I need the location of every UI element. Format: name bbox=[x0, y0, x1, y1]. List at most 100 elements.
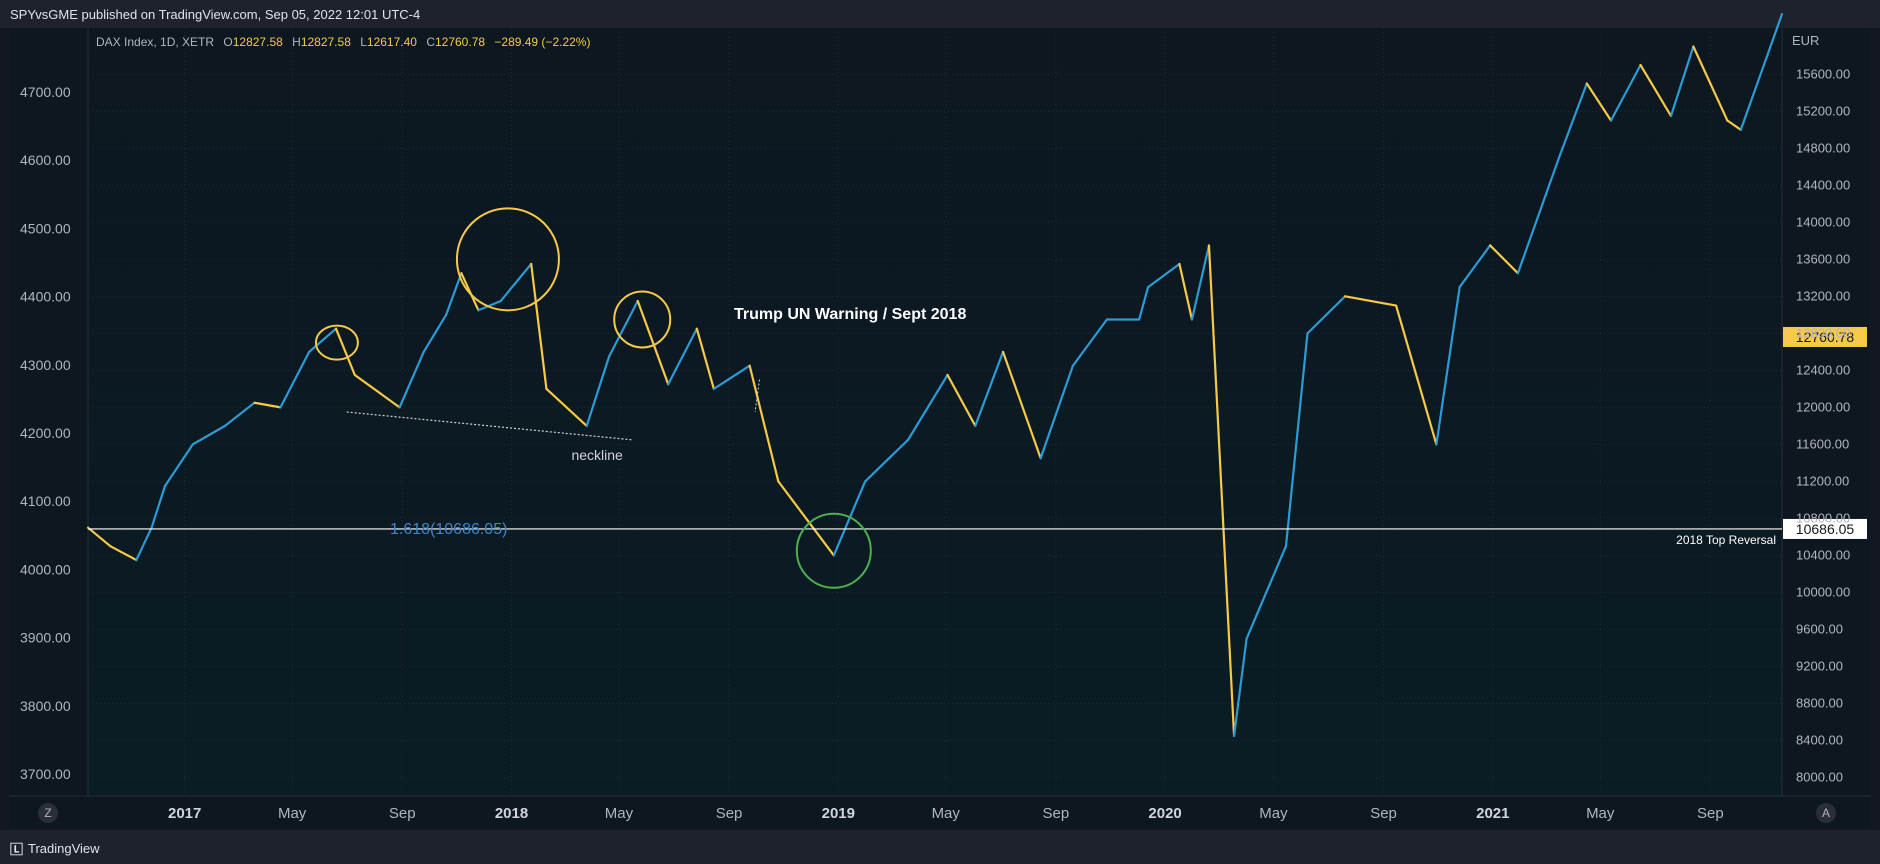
yellow-circle bbox=[314, 324, 359, 361]
right-axis-tick: 10800.00 bbox=[1796, 510, 1850, 525]
ohlc-legend: DAX Index, 1D, XETR O12827.58 H12827.58 … bbox=[96, 35, 590, 49]
x-axis-tick: May bbox=[605, 805, 634, 822]
neckline-label: neckline bbox=[571, 447, 623, 463]
price-segment bbox=[1071, 318, 1109, 367]
x-axis-tick: Sep bbox=[1043, 805, 1070, 822]
price-segment bbox=[530, 262, 548, 390]
price-segment bbox=[163, 443, 194, 488]
level-price-label: 10686.05 bbox=[1796, 521, 1855, 537]
x-axis-tick: 2017 bbox=[168, 805, 201, 822]
right-axis-tick: 8000.00 bbox=[1796, 769, 1843, 784]
price-segment bbox=[1001, 350, 1042, 460]
right-axis-tick: 10400.00 bbox=[1796, 547, 1850, 562]
price-segment bbox=[907, 373, 949, 441]
publisher-bar: SPYvsGME published on TradingView.com, S… bbox=[0, 0, 1880, 28]
price-segment bbox=[1146, 262, 1181, 289]
right-axis-tick: 12800.00 bbox=[1796, 325, 1850, 340]
legend-high: 12827.58 bbox=[300, 35, 351, 49]
right-axis-tick: 15200.00 bbox=[1796, 103, 1850, 118]
right-axis-tick: 12000.00 bbox=[1796, 399, 1850, 414]
right-axis-area bbox=[1782, 28, 1870, 796]
legend-low: 12617.40 bbox=[366, 35, 417, 49]
price-segment bbox=[1178, 262, 1194, 321]
price-segment bbox=[86, 526, 112, 548]
left-axis-tick: 4700.00 bbox=[20, 84, 71, 100]
right-axis-tick: 9600.00 bbox=[1796, 621, 1843, 636]
trump-annotation: Trump UN Warning / Sept 2018 bbox=[734, 306, 966, 323]
price-segment bbox=[223, 401, 256, 427]
price-segment bbox=[667, 327, 698, 386]
price-segment bbox=[1458, 244, 1492, 289]
right-axis-tick: 13200.00 bbox=[1796, 288, 1850, 303]
price-segment bbox=[946, 373, 977, 427]
price-segment bbox=[1726, 119, 1742, 131]
x-axis-tick: Sep bbox=[1370, 805, 1397, 822]
right-axis-tick: 15600.00 bbox=[1796, 66, 1850, 81]
price-segment bbox=[1609, 63, 1642, 122]
price-segment bbox=[1516, 156, 1561, 275]
price-segment bbox=[422, 313, 448, 353]
last-price-label: 12760.78 bbox=[1796, 329, 1855, 345]
price-segment bbox=[1639, 63, 1673, 118]
price-segment bbox=[1585, 82, 1613, 122]
x-axis-tick: May bbox=[1586, 805, 1615, 822]
x-axis-tick: 2019 bbox=[822, 805, 855, 822]
price-segment bbox=[1039, 364, 1074, 460]
legend-open: 12827.58 bbox=[232, 35, 283, 49]
price-segment bbox=[545, 387, 588, 427]
currency-label: EUR bbox=[1792, 33, 1819, 48]
right-axis-tick: 10000.00 bbox=[1796, 584, 1850, 599]
left-scale-button[interactable]: Z bbox=[38, 803, 58, 823]
price-segment bbox=[253, 401, 282, 409]
price-segment bbox=[974, 350, 1005, 427]
price-segment bbox=[1739, 13, 1784, 131]
tradingview-brand[interactable]: 🄻 TradingView bbox=[10, 839, 100, 858]
left-axis-tick: 3800.00 bbox=[20, 698, 71, 714]
price-segment bbox=[353, 373, 401, 409]
price-segment bbox=[1557, 82, 1588, 159]
price-segment bbox=[832, 480, 867, 557]
price-segment bbox=[1489, 244, 1519, 275]
left-axis-tick: 4100.00 bbox=[20, 493, 71, 509]
left-axis-tick: 4600.00 bbox=[20, 152, 71, 168]
right-axis-tick: 14400.00 bbox=[1796, 177, 1850, 192]
yellow-circle bbox=[613, 290, 672, 349]
level-price-marker bbox=[1783, 518, 1867, 539]
price-segment bbox=[607, 299, 639, 358]
price-segment bbox=[1435, 285, 1461, 446]
price-segment bbox=[150, 484, 167, 529]
drawings: 1.618(10686.05) 2018 Top Reversal 10686.05… bbox=[88, 207, 1867, 589]
x-axis-tick: 2021 bbox=[1476, 805, 1509, 822]
right-axis-tick: 14000.00 bbox=[1796, 214, 1850, 229]
auto-scale-button[interactable]: A bbox=[1816, 803, 1836, 823]
yellow-circle bbox=[455, 207, 560, 312]
price-segment bbox=[308, 327, 338, 353]
price-segment bbox=[1395, 304, 1438, 446]
price-segment bbox=[1207, 244, 1236, 737]
price-segment bbox=[1692, 45, 1729, 122]
x-axis-tick: Sep bbox=[389, 805, 416, 822]
price-segment bbox=[695, 327, 715, 390]
price-segment bbox=[636, 299, 670, 386]
legend-change: −289.49 (−2.22%) bbox=[494, 35, 591, 49]
left-axis-tick: 4400.00 bbox=[20, 289, 71, 305]
right-axis-tick: 11200.00 bbox=[1796, 473, 1849, 488]
x-axis-tick: Sep bbox=[716, 805, 743, 822]
x-axis-tick: 2020 bbox=[1148, 805, 1181, 822]
right-axis-tick: 14800.00 bbox=[1796, 140, 1850, 155]
grid-lines bbox=[88, 28, 1782, 796]
right-axis-tick: 13600.00 bbox=[1796, 251, 1850, 266]
legend-symbol: DAX Index, 1D, XETR bbox=[96, 35, 215, 49]
axes: 15600.00 15200.00 14800.00 14400.00 14000.00… bbox=[20, 33, 1850, 822]
left-axis-tick: 4500.00 bbox=[20, 220, 71, 236]
price-segment bbox=[585, 355, 611, 427]
left-axis-tick: 4000.00 bbox=[20, 561, 71, 577]
price-segment bbox=[334, 327, 356, 377]
trump-pointer bbox=[754, 379, 761, 413]
price-segment bbox=[1306, 295, 1347, 335]
right-axis-tick: 8400.00 bbox=[1796, 732, 1843, 747]
left-axis-tick: 3900.00 bbox=[20, 630, 71, 646]
price-segment bbox=[1245, 545, 1288, 640]
publisher-text: SPYvsGME published on TradingView.com, S… bbox=[10, 7, 421, 22]
